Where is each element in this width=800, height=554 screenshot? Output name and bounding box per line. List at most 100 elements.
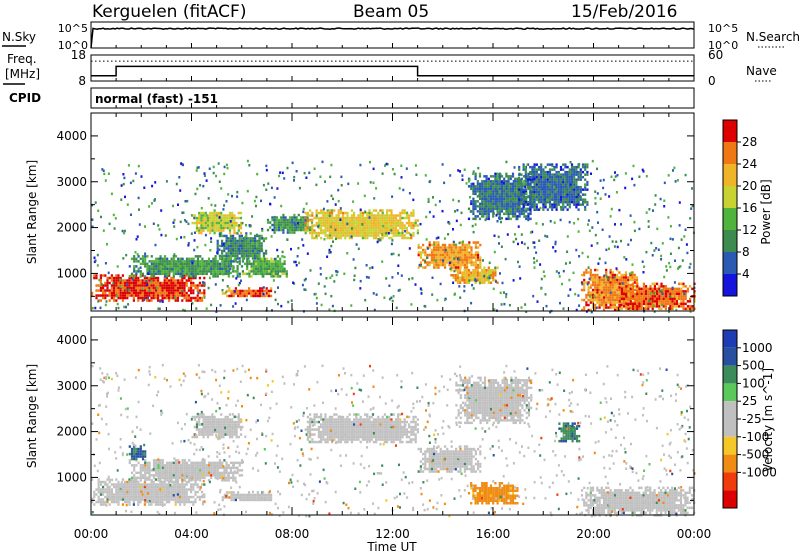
rti-cell	[623, 292, 626, 296]
rti-cell	[487, 205, 490, 208]
rti-cell	[492, 175, 495, 178]
rti-cell	[223, 172, 226, 176]
rti-cell	[614, 223, 616, 226]
rti-cell	[257, 267, 260, 271]
rti-cell	[449, 267, 452, 271]
rti-cell	[524, 170, 527, 174]
rti-cell	[181, 272, 184, 276]
rti-cell	[397, 253, 400, 257]
rti-cell	[108, 503, 111, 506]
rti-cell	[461, 248, 464, 252]
rti-cell	[383, 221, 386, 225]
rti-cell	[377, 211, 380, 215]
rti-cell	[437, 261, 440, 264]
rti-cell	[243, 262, 247, 266]
rti-cell	[658, 302, 661, 306]
rti-cell	[461, 243, 464, 247]
rti-cell	[331, 226, 334, 230]
rti-cell	[381, 221, 384, 225]
rti-cell	[600, 283, 603, 287]
rti-cell	[152, 291, 155, 295]
rti-cell	[110, 488, 113, 491]
rti-cell	[267, 289, 270, 293]
rti-cell	[691, 287, 694, 291]
nave-tick-label: 0	[708, 74, 716, 88]
rti-cell	[159, 255, 162, 258]
rti-cell	[627, 297, 630, 301]
rti-cell	[325, 277, 328, 280]
rti-cell	[256, 244, 259, 248]
rti-cell	[620, 306, 623, 309]
rti-cell	[616, 276, 619, 279]
rti-cell	[286, 223, 289, 227]
rti-cell	[638, 175, 641, 178]
rti-cell	[435, 253, 438, 257]
rti-cell	[267, 182, 270, 185]
rti-cell	[157, 270, 160, 273]
rti-cell	[91, 307, 94, 310]
rti-cell	[335, 270, 338, 273]
rti-cell	[600, 288, 603, 292]
rti-cell	[266, 221, 270, 224]
rti-cell	[383, 224, 386, 227]
rti-cell	[509, 175, 512, 178]
rti-cell	[516, 202, 519, 206]
rti-cell	[522, 188, 525, 191]
rti-cell	[234, 252, 237, 255]
rti-cell	[218, 257, 222, 261]
rti-cell	[620, 273, 623, 277]
rti-cell	[613, 275, 616, 279]
rti-cell	[640, 290, 643, 293]
rti-cell	[188, 270, 191, 273]
rti-cell	[578, 255, 581, 258]
rti-cell	[555, 188, 558, 191]
rti-cell	[117, 306, 120, 310]
rti-cell	[135, 488, 138, 491]
rti-cell	[500, 195, 504, 198]
rti-cell	[188, 267, 191, 271]
rti-cell	[269, 272, 272, 276]
rti-cell	[629, 214, 632, 217]
rti-cell	[119, 498, 122, 501]
rti-cell	[132, 498, 135, 501]
rti-cell	[631, 177, 634, 181]
rti-cell	[148, 279, 151, 282]
rti-cell	[631, 305, 634, 308]
rti-cell	[187, 299, 190, 302]
rti-cell	[315, 183, 318, 187]
rti-cell	[494, 185, 497, 188]
rti-cell	[337, 199, 340, 203]
rti-cell	[598, 303, 601, 307]
rti-cell	[194, 255, 197, 258]
rti-cell	[201, 265, 204, 268]
rti-cell	[205, 179, 208, 182]
rti-cell	[405, 216, 408, 220]
rti-cell	[426, 256, 428, 259]
rti-cell	[485, 202, 488, 206]
rti-cell	[194, 260, 197, 263]
rti-cell	[282, 216, 285, 219]
rti-cell	[324, 231, 327, 235]
rti-cell	[150, 265, 153, 268]
rti-cell	[609, 278, 612, 282]
rti-cell	[141, 294, 144, 297]
rti-cell	[507, 217, 510, 221]
rti-cell	[113, 276, 116, 280]
rti-cell	[684, 228, 687, 231]
rti-cell	[472, 241, 475, 244]
rti-cell	[611, 298, 614, 302]
rti-cell	[518, 165, 521, 169]
rti-cell	[117, 276, 120, 280]
rti-cell	[651, 292, 654, 296]
rti-cell	[629, 305, 632, 308]
rti-cell	[97, 294, 100, 297]
rti-cell	[94, 201, 97, 204]
rti-cell	[579, 188, 582, 191]
rti-cell	[645, 211, 648, 214]
rti-cell	[397, 231, 400, 235]
rti-cell	[113, 483, 116, 486]
rti-cell	[128, 275, 131, 278]
rti-cell	[137, 286, 140, 290]
rti-cell	[689, 217, 692, 220]
rti-cell	[159, 294, 162, 297]
